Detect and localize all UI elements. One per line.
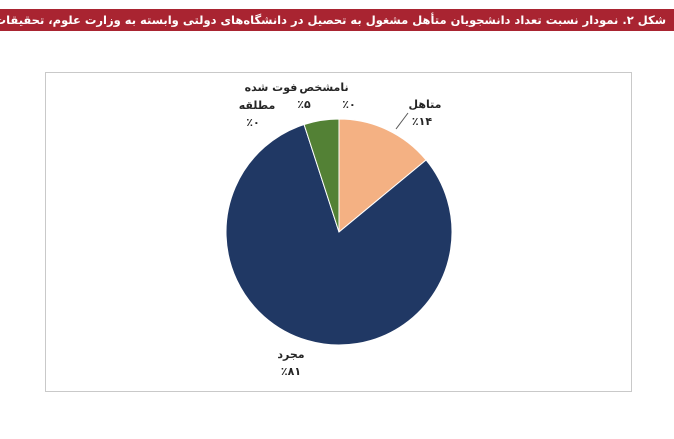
pie-chart	[225, 118, 453, 346]
pie-value-divorced: ٪۰	[246, 116, 260, 129]
pie-label-divorced: مطلقه	[238, 99, 276, 112]
pie-label-unknown: نامشخص	[299, 81, 349, 94]
pie-slice-4	[303, 118, 340, 233]
pie-value-single: ٪۸۱	[280, 365, 302, 378]
pie-label-single: مجرد	[277, 348, 305, 361]
pie-value-unknown: ٪۵	[297, 98, 311, 111]
pie-value-deceased: ٪۰	[342, 98, 356, 111]
pie-label-married: متاهل	[408, 98, 442, 111]
figure-caption-bar: شکل ۲. نمودار نسبت تعداد دانشجویان متأهل…	[0, 9, 674, 31]
figure-caption-title: شکل ۲. نمودار نسبت تعداد دانشجویان متأهل…	[0, 13, 666, 27]
pie-slice-1	[225, 123, 453, 346]
pie-label-deceased: فوت شده	[244, 81, 298, 94]
pie-value-married: ٪۱۴	[411, 115, 433, 128]
pie-slice-0	[338, 118, 427, 234]
chart-container: فوت شده نامشخص ٪۵ ٪۰ مطلقه ٪۰ متاهل ٪۱۴ …	[45, 72, 632, 392]
